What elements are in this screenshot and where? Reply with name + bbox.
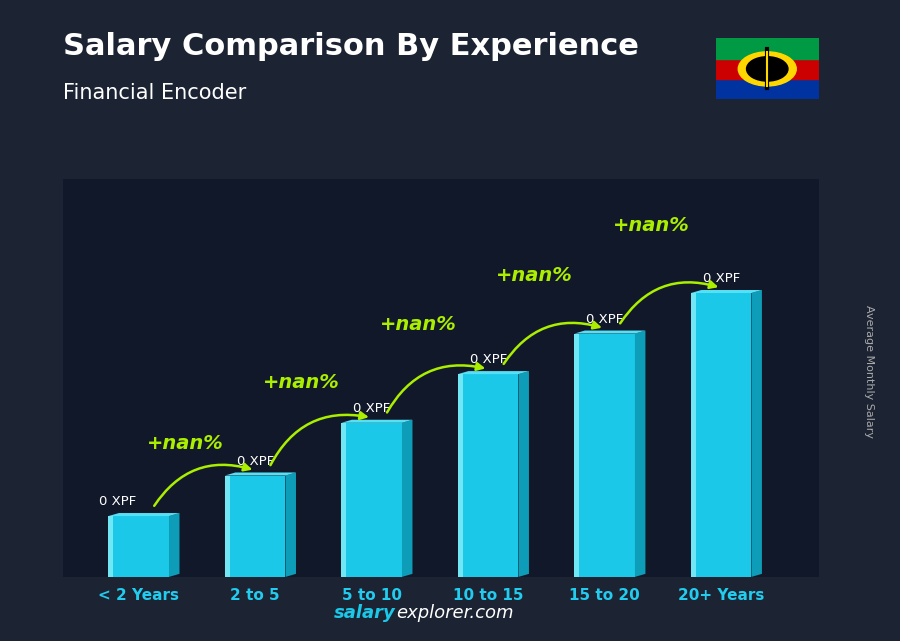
Polygon shape [518, 371, 529, 577]
Polygon shape [402, 420, 412, 577]
Text: 0 XPF: 0 XPF [237, 454, 274, 468]
Bar [108, 516, 113, 577]
Text: Financial Encoder: Financial Encoder [63, 83, 247, 103]
Bar [225, 476, 230, 577]
Bar [458, 374, 518, 577]
Text: Salary Comparison By Experience: Salary Comparison By Experience [63, 32, 639, 61]
Bar [574, 333, 635, 577]
Polygon shape [169, 513, 179, 577]
Bar [716, 38, 819, 59]
Polygon shape [341, 420, 412, 423]
Text: 0 XPF: 0 XPF [353, 402, 391, 415]
Polygon shape [635, 331, 645, 577]
Text: 0 XPF: 0 XPF [703, 272, 740, 285]
Circle shape [738, 52, 796, 86]
Text: 0 XPF: 0 XPF [586, 313, 624, 326]
Text: +nan%: +nan% [380, 315, 456, 334]
Polygon shape [691, 290, 762, 293]
Text: explorer.com: explorer.com [396, 604, 514, 622]
Text: salary: salary [334, 604, 396, 622]
Text: +nan%: +nan% [497, 265, 573, 285]
Polygon shape [458, 371, 529, 374]
Bar [341, 423, 346, 577]
Text: 0 XPF: 0 XPF [470, 353, 507, 366]
Bar [341, 423, 402, 577]
Polygon shape [752, 290, 762, 577]
Bar [108, 516, 169, 577]
Bar [716, 59, 819, 79]
Polygon shape [285, 472, 296, 577]
Text: Average Monthly Salary: Average Monthly Salary [863, 305, 874, 438]
Bar [574, 333, 580, 577]
Polygon shape [225, 472, 296, 476]
Polygon shape [108, 513, 179, 516]
Text: 0 XPF: 0 XPF [99, 495, 137, 508]
Bar [225, 476, 285, 577]
Bar [458, 374, 463, 577]
Bar [691, 293, 696, 577]
Text: +nan%: +nan% [147, 434, 224, 453]
Text: +nan%: +nan% [613, 216, 689, 235]
Bar [716, 79, 819, 99]
Circle shape [746, 57, 788, 81]
Polygon shape [574, 331, 645, 333]
Text: +nan%: +nan% [264, 372, 340, 392]
Bar [691, 293, 752, 577]
